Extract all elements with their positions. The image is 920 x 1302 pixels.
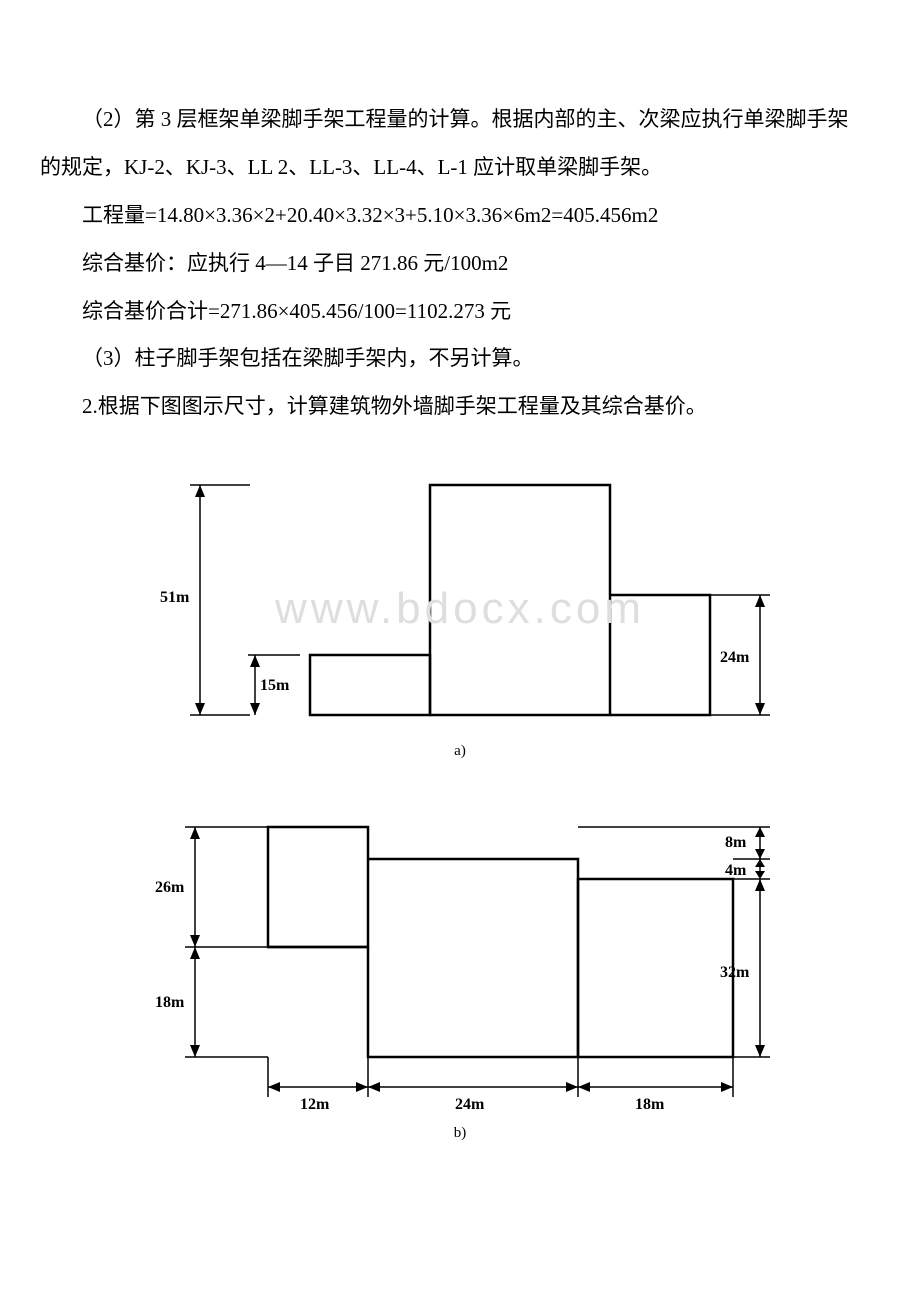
svg-text:15m: 15m: [260, 677, 290, 694]
dim-left-26m: 26m: [155, 827, 268, 947]
svg-text:8m: 8m: [725, 834, 747, 851]
figure-b: 26m 18m 8m 4m: [100, 787, 820, 1147]
svg-text:4m: 4m: [725, 862, 747, 879]
dim-bottom-12m: 12m: [268, 1057, 368, 1113]
dim-bottom-24m: 24m: [368, 1057, 578, 1113]
svg-text:24m: 24m: [455, 1096, 485, 1113]
dim-bottom-18m: 18m: [578, 1057, 733, 1113]
svg-text:18m: 18m: [155, 994, 185, 1011]
box-left-small: [310, 655, 430, 715]
dim-right-24m: 24m: [710, 595, 770, 715]
figure-a-container: www.bdocx.com 51m 15m: [40, 447, 880, 767]
figure-b-container: 26m 18m 8m 4m: [40, 787, 880, 1147]
box-b-left: [268, 827, 368, 947]
paragraph-1: （2）第 3 层框架单梁脚手架工程量的计算。根据内部的主、次梁应执行单梁脚手架: [40, 100, 880, 140]
svg-text:24m: 24m: [720, 649, 750, 666]
dim-right-4m: 4m: [725, 859, 770, 879]
paragraph-6: （3）柱子脚手架包括在梁脚手架内，不另计算。: [40, 339, 880, 379]
box-center-tall: [430, 485, 610, 715]
svg-text:32m: 32m: [720, 964, 750, 981]
paragraph-2: 的规定，KJ-2、KJ-3、LL 2、LL-3、LL-4、L-1 应计取单梁脚手…: [40, 148, 880, 188]
paragraph-4: 综合基价：应执行 4—14 子目 271.86 元/100m2: [40, 244, 880, 284]
dim-left-15m: 15m: [248, 655, 300, 715]
paragraph-7: 2.根据下图图示尺寸，计算建筑物外墙脚手架工程量及其综合基价。: [40, 387, 880, 427]
figure-a-caption: a): [454, 743, 466, 759]
svg-text:12m: 12m: [300, 1096, 330, 1113]
svg-text:26m: 26m: [155, 879, 185, 896]
figure-a: 51m 15m 24m a): [100, 447, 820, 767]
dim-left-18m: 18m: [155, 947, 268, 1057]
svg-text:51m: 51m: [160, 589, 190, 606]
figure-b-caption: b): [454, 1125, 467, 1141]
dim-left-51m: 51m: [160, 485, 250, 715]
box-b-center: [368, 859, 578, 1057]
svg-text:18m: 18m: [635, 1096, 665, 1113]
dim-right-8m: 8m: [578, 827, 770, 859]
box-right: [610, 595, 710, 715]
paragraph-3: 工程量=14.80×3.36×2+20.40×3.32×3+5.10×3.36×…: [40, 196, 880, 236]
box-b-right: [578, 879, 733, 1057]
dim-right-32m: 32m: [720, 879, 770, 1057]
paragraph-5: 综合基价合计=271.86×405.456/100=1102.273 元: [40, 292, 880, 332]
